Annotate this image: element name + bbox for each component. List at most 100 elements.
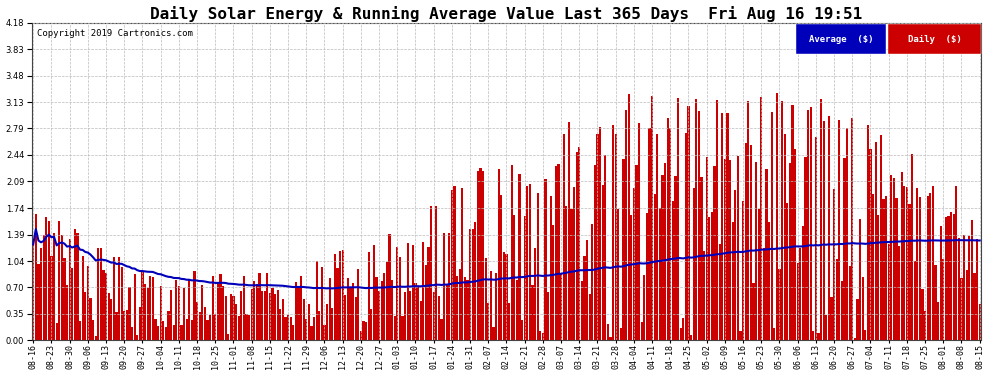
Bar — [841, 280, 843, 340]
Bar — [791, 105, 794, 340]
Bar — [666, 118, 669, 340]
Bar — [490, 271, 492, 340]
Bar — [760, 97, 762, 340]
Bar — [589, 294, 591, 340]
Bar — [828, 116, 830, 340]
Bar — [826, 315, 828, 340]
Bar — [180, 325, 182, 340]
Bar — [682, 318, 684, 340]
Bar — [212, 276, 214, 340]
Bar — [55, 322, 57, 340]
Bar — [674, 176, 676, 340]
Bar — [783, 135, 786, 340]
Bar — [241, 291, 243, 340]
Bar — [172, 326, 175, 340]
Bar — [32, 244, 35, 340]
Bar — [446, 285, 447, 340]
Bar — [604, 155, 607, 340]
Bar — [690, 336, 692, 340]
Bar — [581, 281, 583, 340]
Bar — [271, 288, 273, 340]
Bar — [554, 166, 557, 340]
Bar — [971, 220, 973, 340]
Bar — [973, 273, 975, 340]
Bar — [895, 198, 898, 340]
Bar — [154, 319, 156, 340]
Bar — [602, 184, 604, 340]
Bar — [874, 142, 877, 340]
Bar — [113, 257, 115, 340]
Bar — [137, 335, 139, 340]
Bar — [201, 285, 203, 340]
Bar — [71, 268, 73, 340]
Bar — [776, 93, 778, 340]
Bar — [641, 322, 643, 340]
Bar — [914, 261, 916, 340]
Bar — [799, 248, 801, 340]
Bar — [263, 291, 265, 340]
Bar — [87, 266, 89, 340]
Bar — [383, 273, 385, 340]
Bar — [199, 312, 201, 340]
Bar — [762, 248, 765, 340]
Bar — [653, 194, 655, 340]
Bar — [318, 312, 321, 340]
Bar — [456, 276, 458, 340]
Bar — [359, 331, 362, 340]
Bar — [524, 216, 526, 340]
Bar — [448, 233, 450, 340]
Bar — [521, 320, 523, 340]
FancyBboxPatch shape — [796, 24, 886, 54]
Bar — [129, 287, 131, 340]
Bar — [425, 265, 427, 340]
Bar — [289, 317, 292, 340]
Bar — [209, 315, 211, 340]
Bar — [669, 129, 671, 340]
Bar — [131, 327, 133, 340]
Bar — [573, 187, 575, 340]
Bar — [872, 194, 874, 340]
Bar — [352, 284, 354, 340]
Text: Average  ($): Average ($) — [809, 35, 873, 44]
Bar — [732, 222, 734, 340]
Bar — [394, 316, 396, 340]
Bar — [105, 273, 107, 340]
Bar — [706, 157, 708, 340]
Bar — [719, 244, 721, 340]
Bar — [139, 307, 141, 340]
Bar — [911, 154, 913, 340]
Bar — [856, 299, 858, 340]
Bar — [672, 201, 674, 340]
Bar — [628, 94, 630, 340]
Bar — [227, 334, 230, 340]
Bar — [185, 318, 188, 340]
Bar — [599, 128, 601, 340]
Bar — [703, 251, 705, 340]
Bar — [149, 276, 151, 340]
Bar — [818, 333, 820, 340]
Bar — [100, 248, 102, 340]
Bar — [337, 268, 339, 340]
Bar — [623, 159, 625, 340]
Bar — [380, 281, 383, 340]
Bar — [196, 302, 198, 340]
Bar — [978, 304, 981, 340]
Bar — [516, 280, 518, 340]
Bar — [498, 169, 500, 340]
Bar — [92, 320, 94, 340]
Bar — [151, 278, 154, 340]
Bar — [869, 148, 871, 340]
Bar — [944, 217, 947, 340]
Bar — [284, 317, 286, 340]
Bar — [882, 199, 885, 340]
Bar — [794, 148, 796, 340]
Bar — [633, 188, 635, 340]
Bar — [716, 100, 718, 340]
Bar — [436, 206, 438, 340]
Bar — [721, 113, 724, 340]
Bar — [578, 147, 580, 340]
Bar — [116, 312, 118, 340]
Bar — [52, 233, 55, 340]
Bar — [820, 99, 822, 340]
Bar — [570, 210, 572, 340]
